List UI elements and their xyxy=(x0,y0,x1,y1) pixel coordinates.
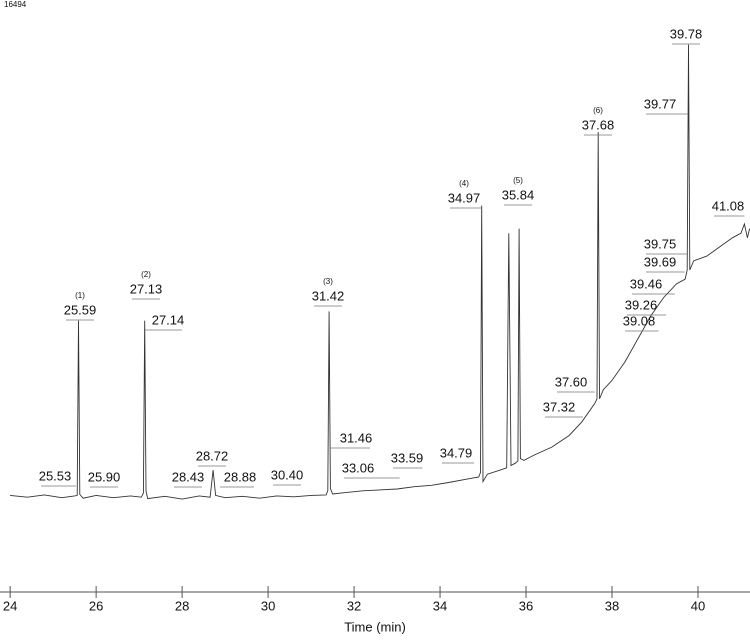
peak-label: 39.69 xyxy=(644,254,677,269)
peak-label: 37.32 xyxy=(543,399,576,414)
x-tick-label: 40 xyxy=(691,598,705,613)
peak-label: 28.88 xyxy=(224,469,257,484)
peak-label: 25.90 xyxy=(88,469,121,484)
peak-label: 37.60 xyxy=(555,374,588,389)
peak-label: 39.75 xyxy=(644,236,677,251)
peak-label: 39.46 xyxy=(630,276,663,291)
peak-number: (4) xyxy=(459,179,469,188)
peak-label: 39.77 xyxy=(644,96,677,111)
peak-label: 37.68 xyxy=(582,117,615,132)
peak-number: (5) xyxy=(513,176,523,185)
peak-label: 30.40 xyxy=(271,467,304,482)
x-tick-label: 28 xyxy=(175,598,189,613)
peak-label: 27.13 xyxy=(130,281,163,296)
peak-label: 34.97 xyxy=(448,190,481,205)
peak-label: 33.06 xyxy=(342,460,375,475)
peak-label: 31.46 xyxy=(340,430,373,445)
peak-number: (6) xyxy=(593,106,603,115)
x-tick-label: 34 xyxy=(433,598,447,613)
x-tick-label: 24 xyxy=(3,598,17,613)
corner-label: 16494 xyxy=(4,0,27,9)
peak-label: 35.84 xyxy=(502,187,535,202)
peak-number: (3) xyxy=(323,277,333,286)
x-tick-label: 26 xyxy=(89,598,103,613)
peak-label: 25.59 xyxy=(64,302,97,317)
peak-number: (1) xyxy=(75,291,85,300)
peak-label: 25.53 xyxy=(39,468,72,483)
peak-label: 27.14 xyxy=(152,312,185,327)
x-tick-label: 38 xyxy=(605,598,619,613)
signal-trace xyxy=(10,44,750,500)
peak-label: 41.08 xyxy=(712,198,745,213)
peak-number: (2) xyxy=(141,270,151,279)
peak-label: 39.78 xyxy=(670,26,703,41)
x-tick-label: 36 xyxy=(519,598,533,613)
peak-label: 34.79 xyxy=(440,445,473,460)
peak-label: 39.26 xyxy=(625,297,658,312)
peak-label: 33.59 xyxy=(391,450,424,465)
x-tick-label: 30 xyxy=(261,598,275,613)
peak-label: 39.08 xyxy=(623,313,656,328)
peak-label: 31.42 xyxy=(312,288,345,303)
peak-label: 28.72 xyxy=(196,448,229,463)
x-tick-label: 32 xyxy=(347,598,361,613)
x-axis-label: Time (min) xyxy=(344,619,406,634)
peak-label: 28.43 xyxy=(172,469,205,484)
